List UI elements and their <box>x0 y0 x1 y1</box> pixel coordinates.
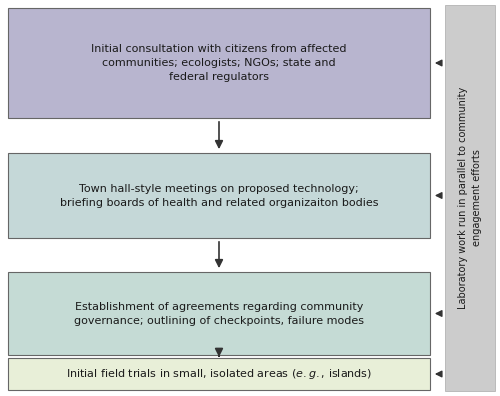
Text: Initial field trials in small, isolated areas ($\it{e.g.}$, islands): Initial field trials in small, isolated … <box>66 367 372 381</box>
Bar <box>8 272 430 355</box>
Bar <box>8 153 430 238</box>
Text: Laboratory work run in parallel to community
engagement efforts: Laboratory work run in parallel to commu… <box>458 87 481 309</box>
Text: Town hall-style meetings on proposed technology;
briefing boards of health and r: Town hall-style meetings on proposed tec… <box>60 183 378 208</box>
Text: Initial consultation with citizens from affected
communities; ecologists; NGOs; : Initial consultation with citizens from … <box>91 44 347 82</box>
Text: Establishment of agreements regarding community
governance; outlining of checkpo: Establishment of agreements regarding co… <box>74 301 364 326</box>
Bar <box>8 8 430 118</box>
Bar <box>8 358 430 390</box>
Bar <box>445 5 495 391</box>
